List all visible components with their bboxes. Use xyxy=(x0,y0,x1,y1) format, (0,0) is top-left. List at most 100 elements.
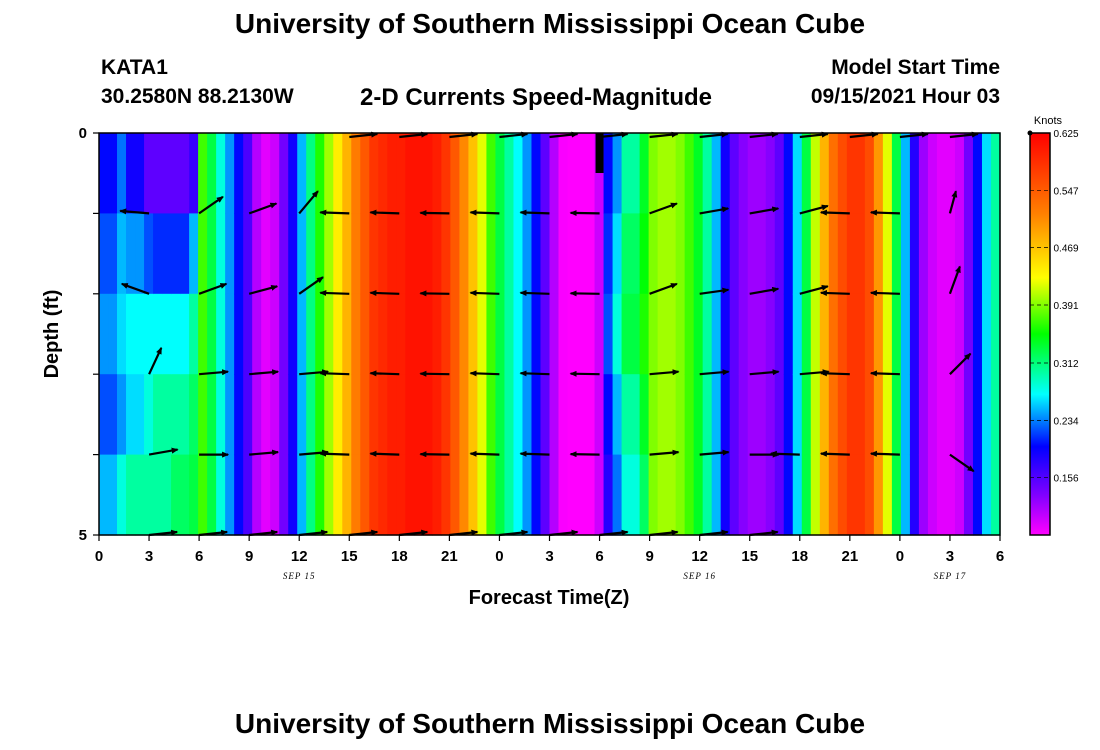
heatmap-cell xyxy=(225,133,235,214)
heatmap-cell xyxy=(144,213,154,295)
current-vector xyxy=(519,290,550,297)
heatmap-cell xyxy=(927,133,938,214)
current-vector xyxy=(349,131,379,139)
heatmap-cell xyxy=(306,213,316,295)
current-vector xyxy=(799,204,829,215)
heatmap-cell xyxy=(117,213,127,295)
heatmap-cell xyxy=(549,133,560,214)
heatmap-cell xyxy=(873,374,884,456)
heatmap-cell xyxy=(963,454,974,536)
heatmap-cell xyxy=(567,374,578,456)
heatmap-cell xyxy=(756,374,767,456)
heatmap-cell xyxy=(558,293,569,375)
heatmap-cell xyxy=(567,293,578,375)
heatmap-cell xyxy=(837,293,848,375)
heatmap-cell xyxy=(459,374,470,456)
heatmap-cell xyxy=(180,454,190,536)
heatmap-cell xyxy=(702,133,713,214)
heatmap-cell xyxy=(612,133,623,214)
heatmap-cell xyxy=(333,374,343,456)
heatmap-cell xyxy=(378,213,388,295)
heatmap-cell xyxy=(288,133,298,214)
heatmap-cell xyxy=(612,293,623,375)
heatmap-cell xyxy=(117,133,127,214)
heatmap-cell xyxy=(648,133,659,214)
current-vector xyxy=(949,131,979,139)
heatmap-cell xyxy=(675,374,686,456)
current-vector xyxy=(649,131,679,139)
heatmap-cell xyxy=(216,213,226,295)
heatmap-cell xyxy=(387,293,397,375)
heatmap-cell xyxy=(261,133,271,214)
heatmap-cell xyxy=(441,133,451,214)
heatmap-cell xyxy=(261,454,271,536)
heatmap-cell xyxy=(801,293,812,375)
current-vector xyxy=(899,131,929,139)
heatmap-cell xyxy=(990,213,1001,295)
heatmap-cell xyxy=(378,293,388,375)
heatmap-cell xyxy=(747,293,758,375)
heatmap-cell xyxy=(594,293,605,375)
current-vector xyxy=(249,449,280,456)
heatmap-cell xyxy=(486,293,497,375)
current-vector xyxy=(699,449,730,456)
heatmap-cell xyxy=(450,133,460,214)
heatmap-cell xyxy=(315,293,325,375)
current-vector xyxy=(469,290,500,297)
heatmap-cell xyxy=(585,374,596,456)
heatmap-cell xyxy=(693,213,704,295)
heatmap-cell xyxy=(270,293,280,375)
heatmap-cell xyxy=(936,374,947,456)
current-vector xyxy=(649,369,680,376)
heatmap-cell xyxy=(576,293,587,375)
heatmap-cell xyxy=(873,213,884,295)
y-tick-label: 5 xyxy=(79,527,87,544)
heatmap-cell xyxy=(909,133,920,214)
heatmap-cell xyxy=(684,293,695,375)
heatmap-cell xyxy=(882,213,893,295)
heatmap-cell xyxy=(423,213,433,295)
heatmap-cell xyxy=(612,454,623,536)
heatmap-cell xyxy=(666,454,677,536)
heatmap-cell xyxy=(765,454,776,536)
heatmap-cell xyxy=(243,133,253,214)
heatmap-cell xyxy=(927,293,938,375)
heatmap-cell xyxy=(144,293,154,375)
heatmap-cell xyxy=(360,454,370,536)
heatmap-cell xyxy=(828,213,839,295)
current-vector xyxy=(749,369,780,376)
heatmap-cell xyxy=(396,454,406,536)
heatmap-cell xyxy=(279,374,289,456)
heatmap-cell xyxy=(360,213,370,295)
heatmap-cell xyxy=(567,454,578,536)
heatmap-cell xyxy=(783,213,794,295)
heatmap-cell xyxy=(207,133,217,214)
heatmap-cell xyxy=(477,374,488,456)
heatmap-cell xyxy=(648,374,659,456)
heatmap-cell xyxy=(99,293,109,375)
heatmap-cell xyxy=(342,213,352,295)
heatmap-cell xyxy=(504,374,515,456)
heatmap-cell xyxy=(972,213,983,295)
heatmap-cell xyxy=(738,133,749,214)
heatmap-cell xyxy=(630,133,641,214)
heatmap-cell xyxy=(189,454,199,536)
heatmap-cell xyxy=(441,454,451,536)
heatmap-cell xyxy=(801,374,812,456)
heatmap-cell xyxy=(747,133,758,214)
heatmap-cell xyxy=(252,454,262,536)
heatmap-cell xyxy=(162,454,172,536)
heatmap-cell xyxy=(513,213,524,295)
heatmap-cell xyxy=(144,374,154,456)
heatmap-cell xyxy=(495,454,506,536)
heatmap-cell xyxy=(621,374,632,456)
heatmap-cell xyxy=(882,374,893,456)
heatmap-cell xyxy=(396,374,406,456)
current-vector xyxy=(869,370,900,377)
heatmap-cell xyxy=(216,293,226,375)
heatmap-cell xyxy=(837,213,848,295)
heatmap-cell xyxy=(882,133,893,214)
heatmap-cell xyxy=(144,133,154,214)
current-vector xyxy=(949,352,972,375)
heatmap-cell xyxy=(477,293,488,375)
